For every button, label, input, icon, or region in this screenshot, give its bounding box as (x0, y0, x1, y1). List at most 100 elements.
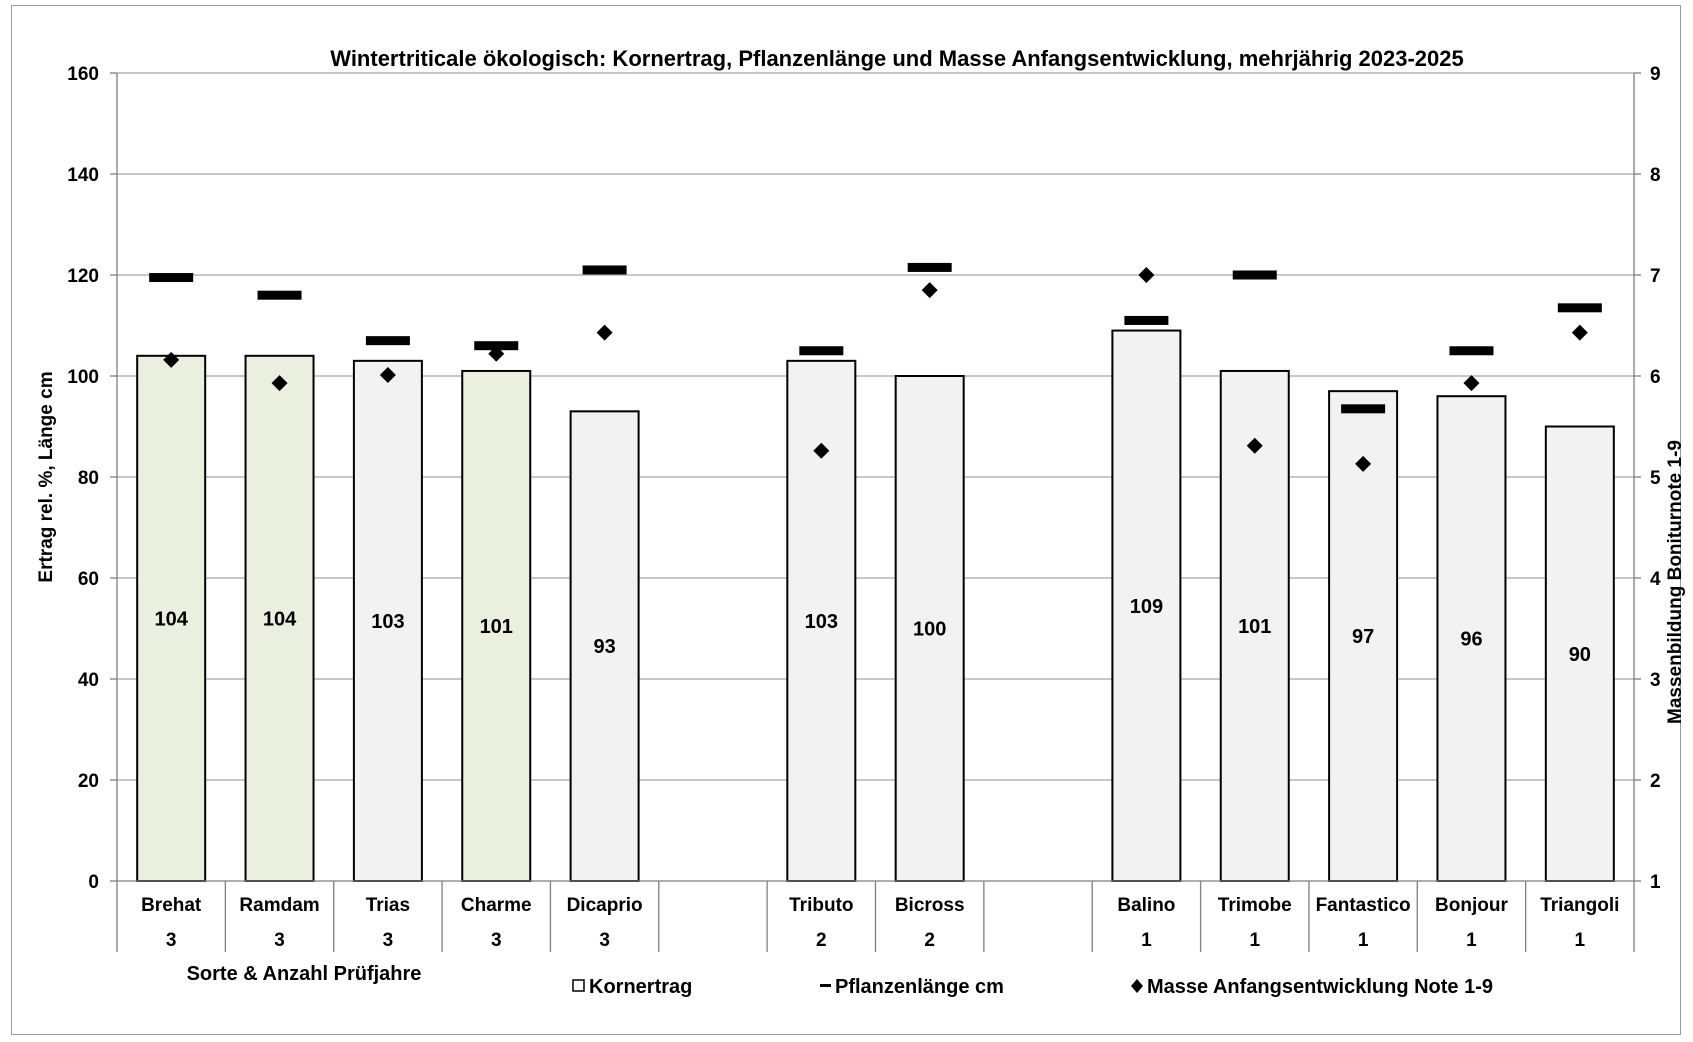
left-tick-label: 120 (67, 266, 99, 287)
left-tick-label: 80 (78, 468, 99, 489)
legend-bar-swatch (572, 979, 585, 992)
length-dash (799, 346, 844, 356)
bar-value-label: 103 (805, 611, 838, 633)
chart-frame (11, 5, 1681, 1035)
length-dash (365, 336, 410, 346)
category-label: Fantastico (1316, 895, 1411, 916)
right-tick-label: 3 (1650, 670, 1661, 691)
years-label: 3 (274, 930, 285, 951)
length-dash (1341, 404, 1386, 414)
right-tick-label: 9 (1650, 64, 1661, 85)
bar (244, 354, 315, 882)
right-axis-label: Massenbildung Boniturnote 1-9 (1665, 440, 1686, 724)
bar (1219, 369, 1290, 882)
legend: Kornertrag Pflanzenlänge cm Masse Anfang… (572, 976, 1493, 998)
length-dash (1124, 315, 1169, 325)
mass-diamond (1246, 437, 1263, 454)
mass-diamond (813, 442, 830, 459)
left-tick-label: 160 (67, 64, 99, 85)
chart-title: Wintertriticale ökologisch: Kornertrag, … (330, 46, 1463, 71)
mass-diamond (596, 324, 613, 341)
axes (110, 72, 1641, 952)
category-label: Balino (1117, 895, 1175, 916)
years-label: 1 (1358, 930, 1369, 951)
years-label: 3 (166, 930, 177, 951)
mass-diamond (1571, 324, 1588, 341)
mass-diamond (488, 345, 505, 362)
legend-label-masse: Masse Anfangsentwicklung Note 1-9 (1147, 976, 1493, 998)
gridlines (117, 72, 1634, 781)
mass-diamond (1355, 455, 1372, 472)
bar-value-label: 109 (1130, 596, 1163, 618)
bar-value-label: 100 (913, 619, 946, 641)
left-tick-label: 100 (67, 367, 99, 388)
category-label: Ramdam (239, 895, 319, 916)
category-label: Brehat (141, 895, 202, 916)
category-label: Dicaprio (567, 895, 643, 916)
mass-diamond (379, 366, 396, 383)
years-label: 3 (599, 930, 610, 951)
category-label: Bicross (895, 895, 965, 916)
years-label: 1 (1466, 930, 1477, 951)
length-dash (907, 262, 952, 272)
legend-label-kornertrag: Kornertrag (589, 976, 692, 998)
length-markers (149, 262, 1602, 414)
years-label: 1 (1141, 930, 1152, 951)
left-tick-label: 40 (78, 670, 99, 691)
legend-dash-swatch (820, 984, 831, 987)
category-label: Tributo (789, 895, 853, 916)
x-axis-label: Sorte & Anzahl Prüfjahre (187, 963, 422, 985)
right-tick-label: 5 (1650, 468, 1661, 489)
mass-diamond (1463, 375, 1480, 392)
mass-diamond (271, 375, 288, 392)
category-label: Bonjour (1435, 895, 1508, 916)
left-tick-label: 20 (78, 771, 99, 792)
bar (461, 369, 532, 882)
length-dash (257, 290, 302, 300)
bar-value-label: 97 (1352, 626, 1374, 648)
right-tick-label: 4 (1650, 569, 1661, 590)
legend-diamond-swatch (1131, 979, 1143, 993)
right-tick-label: 6 (1650, 367, 1661, 388)
right-tick-label: 8 (1650, 165, 1661, 186)
bar (1436, 395, 1507, 882)
bar-value-label: 104 (154, 608, 188, 630)
bar (894, 375, 965, 882)
length-dash (1449, 346, 1494, 356)
labels: 0 20 40 60 80 100 120 140 160 1 2 3 4 5 6 7 8 9 Brehat 3 104… (67, 64, 1661, 951)
years-label: 2 (816, 930, 827, 951)
left-axis-label: Ertrag rel. %, Länge cm (36, 371, 57, 582)
right-tick-label: 7 (1650, 266, 1661, 287)
mass-diamond (1138, 267, 1155, 283)
left-tick-label: 60 (78, 569, 99, 590)
left-tick-label: 0 (88, 872, 99, 893)
bar-value-label: 96 (1460, 629, 1482, 651)
category-label: Trimobe (1218, 895, 1292, 916)
bar-value-label: 104 (263, 608, 297, 630)
years-label: 1 (1575, 930, 1586, 951)
bar-value-label: 101 (1238, 616, 1271, 638)
right-tick-label: 1 (1650, 872, 1661, 893)
legend-label-pflanzenlaenge: Pflanzenlänge cm (835, 976, 1004, 998)
mass-diamond (163, 351, 180, 368)
bar (569, 410, 640, 882)
bar (352, 359, 423, 883)
bar-value-label: 101 (480, 616, 513, 638)
category-label: Triangoli (1540, 895, 1619, 916)
length-dash (474, 341, 519, 351)
years-label: 3 (383, 930, 394, 951)
length-dash (1232, 270, 1277, 280)
length-dash (149, 273, 194, 283)
bar-value-label: 93 (593, 636, 615, 658)
years-label: 1 (1249, 930, 1260, 951)
bar-value-label: 90 (1569, 644, 1591, 666)
bars (136, 329, 1615, 883)
years-label: 3 (491, 930, 502, 951)
mass-diamond (921, 282, 938, 299)
bar (1328, 390, 1399, 882)
bar (1544, 425, 1615, 882)
left-tick-label: 140 (67, 165, 99, 186)
bar (1111, 329, 1182, 882)
years-label: 2 (924, 930, 935, 951)
